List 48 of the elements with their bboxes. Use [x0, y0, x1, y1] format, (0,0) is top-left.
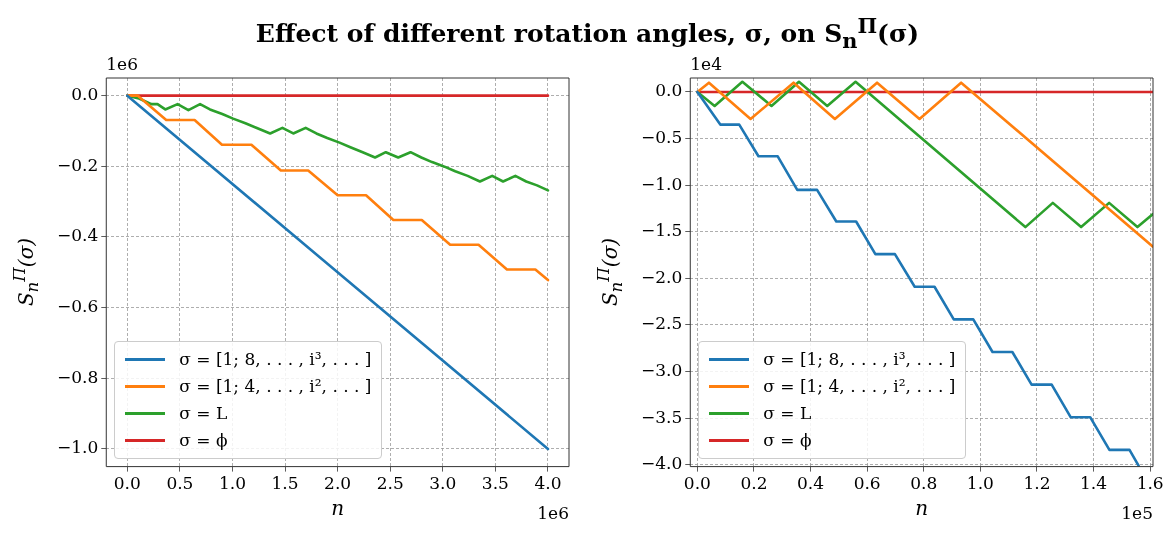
x-tick-label: 1.0	[218, 473, 246, 494]
y-tick-label: −0.5	[641, 127, 683, 147]
legend-label: σ = ϕ	[763, 430, 812, 451]
x-axis-title: n	[331, 496, 345, 521]
y-tick-label: −1.0	[57, 437, 99, 458]
x-tick-label: 1.5	[271, 473, 299, 494]
x-tick-label: 1.6	[1136, 473, 1164, 494]
y-tick-label: 0.0	[71, 84, 99, 105]
chart-title: Effect of different rotation angles, σ, on S$_{n}$$^{Π}$(σ)	[254, 12, 921, 54]
y-tick-label: −2.0	[641, 266, 683, 287]
y-tick-label: −1.5	[641, 220, 683, 241]
x-tick-label: 3.5	[481, 473, 509, 494]
y-tick-label: −0.4	[57, 225, 99, 246]
legend-label: σ = [1; 4, . . . , i², . . . ]	[179, 376, 372, 397]
x-axis-title: n	[915, 496, 929, 521]
x-tick-label: 0.0	[113, 473, 141, 494]
x-tick-label: 4.0	[534, 473, 562, 494]
legend-label: σ = [1; 8, . . . , i³, . . . ]	[763, 349, 956, 370]
x-tick-label: 1.0	[966, 473, 994, 494]
y-tick-label: 0.0	[655, 80, 683, 101]
x-tick-label: 1.4	[1080, 473, 1108, 494]
text: 1e6	[106, 54, 138, 74]
y-tick-label: −3.0	[641, 359, 683, 380]
x-tick-label: 2.0	[324, 473, 352, 494]
y-tick-label: −1.0	[641, 173, 683, 194]
text: 1e5	[1121, 502, 1153, 523]
y-tick-label: −0.2	[57, 154, 99, 175]
legend-label: σ = [1; 8, . . . , i³, . . . ]	[179, 349, 372, 370]
x-tick-label: 2.5	[376, 473, 404, 494]
y-tick-label: −4.0	[641, 453, 683, 474]
text: 1e4	[690, 54, 722, 74]
y-tick-label: −3.5	[641, 406, 683, 427]
text: 1e6	[537, 502, 569, 523]
y-tick-label: −2.5	[641, 313, 683, 334]
x-tick-label: 0.4	[797, 473, 825, 494]
legend-label: σ = L	[179, 403, 228, 424]
x-tick-label: 1.2	[1023, 473, 1051, 494]
legend-label: σ = L	[763, 403, 812, 424]
x-tick-label: 3.0	[429, 473, 457, 494]
x-tick-label: 0.6	[853, 473, 881, 494]
y-tick-label: −0.8	[57, 366, 99, 387]
x-tick-label: 0.0	[683, 473, 711, 494]
x-tick-label: 0.8	[910, 473, 938, 494]
x-tick-label: 0.2	[740, 473, 768, 494]
y-tick-label: −0.6	[57, 296, 99, 317]
legend-label: σ = [1; 4, . . . , i², . . . ]	[763, 376, 956, 397]
legend-label: σ = ϕ	[179, 430, 228, 451]
x-tick-label: 0.5	[166, 473, 194, 494]
